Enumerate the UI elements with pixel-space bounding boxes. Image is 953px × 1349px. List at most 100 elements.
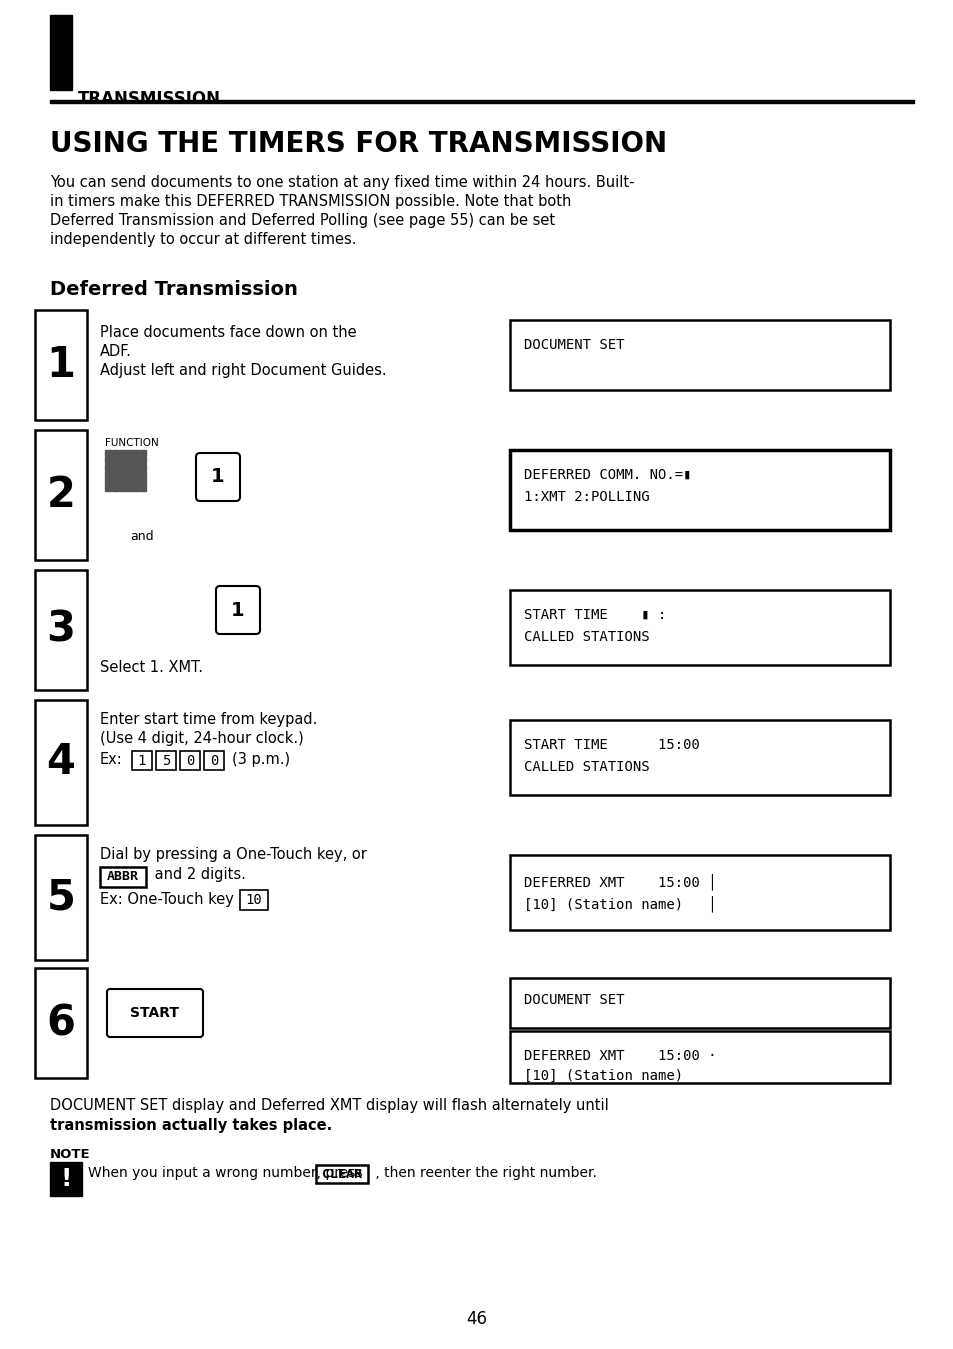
Text: and 2 digits.: and 2 digits.	[150, 867, 246, 882]
Bar	[510, 451, 889, 530]
Bar	[126, 486, 132, 491]
Text: (3 p.m.): (3 p.m.)	[232, 751, 290, 768]
Bar	[35, 969, 87, 1078]
Text: [10] (Station name)   │: [10] (Station name) │	[523, 894, 716, 912]
Text: Place documents face down on the: Place documents face down on the	[100, 325, 356, 340]
Text: USING THE TIMERS FOR TRANSMISSION: USING THE TIMERS FOR TRANSMISSION	[50, 130, 666, 158]
Text: (Use 4 digit, 24-hour clock.): (Use 4 digit, 24-hour clock.)	[100, 731, 303, 746]
Text: ABBR: ABBR	[107, 870, 139, 884]
Bar	[126, 451, 132, 456]
Text: DEFERRED XMT    15:00 │: DEFERRED XMT 15:00 │	[523, 873, 716, 889]
Bar	[510, 320, 889, 390]
Bar	[140, 486, 146, 491]
Bar	[105, 457, 111, 463]
Bar	[35, 430, 87, 560]
Bar	[132, 478, 139, 484]
Text: 2: 2	[47, 473, 75, 517]
Text: 5: 5	[47, 877, 75, 919]
Bar	[132, 457, 139, 463]
Bar	[180, 751, 200, 770]
Bar	[240, 890, 268, 911]
Text: 0: 0	[210, 754, 218, 768]
Bar	[100, 867, 146, 888]
Bar	[112, 486, 118, 491]
Text: in timers make this DEFERRED TRANSMISSION possible. Note that both: in timers make this DEFERRED TRANSMISSIO…	[50, 194, 571, 209]
Text: Ex:: Ex:	[100, 751, 123, 768]
Bar	[204, 751, 224, 770]
Text: CALLED STATIONS: CALLED STATIONS	[523, 630, 649, 643]
Bar	[132, 486, 139, 491]
Bar	[126, 478, 132, 484]
Bar	[35, 835, 87, 960]
Bar	[35, 700, 87, 826]
Bar	[35, 571, 87, 689]
Text: 1:XMT 2:POLLING: 1:XMT 2:POLLING	[523, 490, 649, 505]
Bar	[140, 464, 146, 469]
Text: DOCUMENT SET: DOCUMENT SET	[523, 993, 624, 1006]
Bar	[510, 1031, 889, 1083]
Bar	[50, 15, 71, 90]
Bar	[112, 451, 118, 456]
Text: Select 1. XMT.: Select 1. XMT.	[100, 660, 203, 674]
Bar	[119, 471, 125, 478]
Bar	[112, 478, 118, 484]
Text: When you input a wrong number, press: When you input a wrong number, press	[88, 1166, 367, 1180]
Bar	[50, 100, 913, 103]
Text: 1: 1	[211, 468, 225, 487]
Text: [10] (Station name): [10] (Station name)	[523, 1068, 682, 1083]
Text: Deferred Transmission and Deferred Polling (see page 55) can be set: Deferred Transmission and Deferred Polli…	[50, 213, 555, 228]
Text: 3: 3	[47, 608, 75, 652]
Bar	[510, 978, 889, 1028]
Text: !: !	[60, 1167, 71, 1191]
Bar	[510, 855, 889, 929]
Text: ADF.: ADF.	[100, 344, 132, 359]
Bar	[510, 590, 889, 665]
Bar	[132, 751, 152, 770]
Text: START TIME      15:00: START TIME 15:00	[523, 738, 700, 751]
Text: CALLED STATIONS: CALLED STATIONS	[523, 759, 649, 774]
Text: DOCUMENT SET display and Deferred XMT display will flash alternately until: DOCUMENT SET display and Deferred XMT di…	[50, 1098, 608, 1113]
Bar	[315, 1166, 368, 1183]
Bar	[119, 457, 125, 463]
Bar	[510, 720, 889, 795]
Text: FUNCTION: FUNCTION	[105, 438, 158, 448]
Text: You can send documents to one station at any fixed time within 24 hours. Built-: You can send documents to one station at…	[50, 175, 634, 190]
Text: 1: 1	[137, 754, 146, 768]
Text: 4: 4	[47, 742, 75, 784]
Text: 46: 46	[466, 1310, 487, 1327]
Text: independently to occur at different times.: independently to occur at different time…	[50, 232, 356, 247]
Bar	[35, 310, 87, 420]
Text: NOTE: NOTE	[50, 1148, 91, 1161]
Text: CLEAR: CLEAR	[322, 1168, 361, 1182]
Text: START: START	[131, 1006, 179, 1020]
Bar	[126, 471, 132, 478]
Bar	[132, 464, 139, 469]
Bar	[112, 457, 118, 463]
Text: Ex: One-Touch key: Ex: One-Touch key	[100, 892, 233, 907]
Text: START TIME    ▮ :: START TIME ▮ :	[523, 608, 666, 622]
Bar	[112, 464, 118, 469]
Bar	[140, 478, 146, 484]
Bar	[140, 471, 146, 478]
Bar	[105, 478, 111, 484]
Text: TRANSMISSION: TRANSMISSION	[78, 90, 221, 108]
Text: 1: 1	[47, 344, 75, 386]
Bar	[119, 464, 125, 469]
Text: 1: 1	[231, 600, 245, 619]
Bar	[50, 1161, 82, 1197]
Text: Enter start time from keypad.: Enter start time from keypad.	[100, 712, 317, 727]
Bar	[140, 457, 146, 463]
Text: DEFERRED XMT    15:00 ·: DEFERRED XMT 15:00 ·	[523, 1050, 716, 1063]
Text: and: and	[130, 530, 153, 544]
Bar	[132, 471, 139, 478]
Text: DOCUMENT SET: DOCUMENT SET	[523, 339, 624, 352]
Bar	[105, 464, 111, 469]
Text: Dial by pressing a One-Touch key, or: Dial by pressing a One-Touch key, or	[100, 847, 367, 862]
Bar	[112, 471, 118, 478]
Bar	[119, 486, 125, 491]
Text: transmission actually takes place.: transmission actually takes place.	[50, 1118, 332, 1133]
Bar	[126, 464, 132, 469]
Text: Deferred Transmission: Deferred Transmission	[50, 281, 297, 299]
Text: 10: 10	[245, 893, 262, 907]
Bar	[119, 478, 125, 484]
